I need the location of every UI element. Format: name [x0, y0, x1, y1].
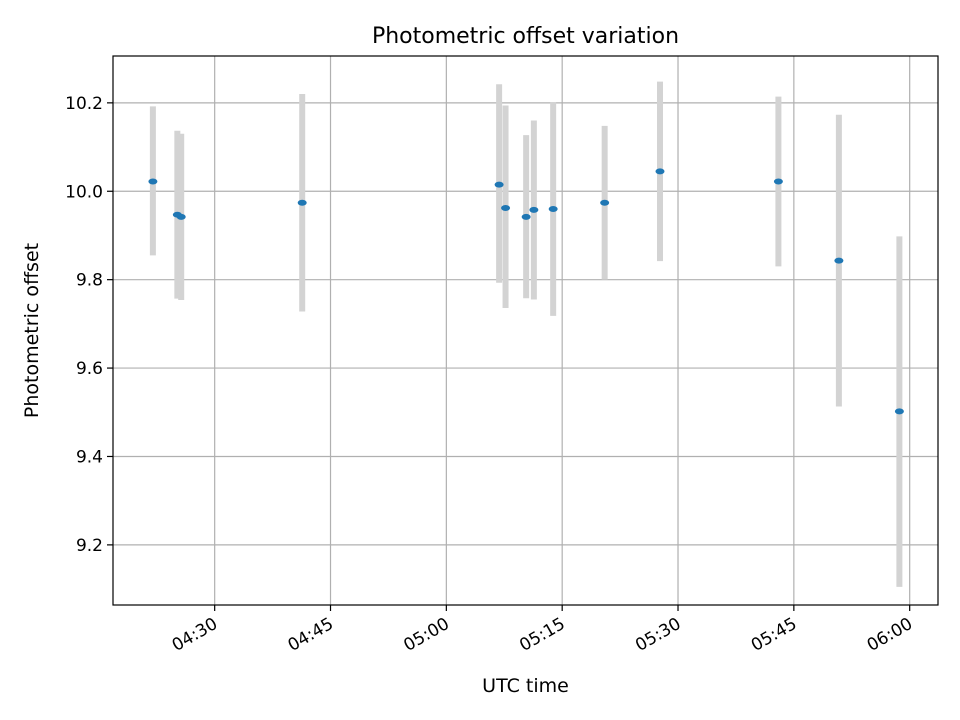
data-point: [655, 168, 665, 175]
data-point: [176, 213, 186, 220]
y-tick-label-9-6: 9.6: [76, 359, 103, 379]
data-point: [773, 178, 783, 185]
data-point: [600, 199, 610, 206]
plot-frame: [112, 55, 939, 606]
y-tick-label-10-2: 10.2: [65, 94, 103, 114]
data-point: [529, 206, 539, 213]
y-axis-label: Photometric offset: [21, 243, 43, 418]
chart-title: Photometric offset variation: [372, 24, 679, 49]
y-tick-label-9-8: 9.8: [76, 271, 103, 291]
data-point: [834, 257, 844, 264]
data-point: [501, 205, 511, 212]
data-point: [494, 181, 504, 188]
x-axis-label: UTC time: [482, 675, 569, 697]
grid-lines: [113, 56, 938, 605]
y-tick-label-10-0: 10.0: [65, 182, 103, 202]
data-point: [148, 178, 158, 185]
data-point: [548, 205, 558, 212]
y-axis-ticks: 9.2 9.4 9.6 9.8 10.0 10.2: [65, 94, 113, 556]
data-points: [148, 168, 904, 415]
y-tick-label-9-4: 9.4: [76, 447, 103, 467]
data-point: [297, 199, 307, 206]
data-point: [894, 408, 904, 415]
data-point: [521, 213, 531, 220]
y-tick-label-9-2: 9.2: [76, 536, 103, 556]
